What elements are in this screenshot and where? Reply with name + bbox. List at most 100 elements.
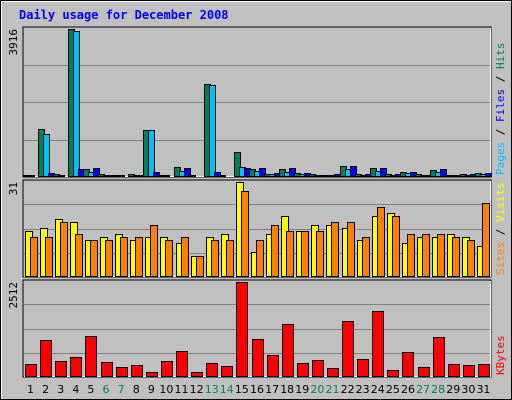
legend-kbytes: KBytes (494, 335, 507, 375)
bar-sites-day-14 (226, 240, 234, 277)
bar-kbytes-day-4 (70, 357, 82, 377)
legend-separator: / (494, 122, 507, 142)
x-tick-label-day-30: 30 (461, 383, 475, 396)
x-tick-label-day-11: 11 (175, 383, 189, 396)
bar-pages-day-9 (153, 172, 160, 177)
legend-label-files: Files (494, 89, 507, 122)
bar-kbytes-day-26 (402, 352, 414, 377)
bar-pages-day-24 (380, 168, 387, 177)
x-tick-label-day-31: 31 (476, 383, 490, 396)
bar-kbytes-day-7 (116, 367, 128, 377)
bar-files-day-7 (118, 175, 125, 177)
x-tick-label-day-13: 13 (205, 383, 219, 396)
bar-kbytes-day-17 (267, 355, 279, 377)
panel-kbytes: 2512 KBytes (7, 279, 507, 378)
x-tick-label-day-14: 14 (220, 383, 234, 396)
bar-files-day-4 (73, 31, 80, 177)
x-tick-label-day-26: 26 (401, 383, 415, 396)
x-tick-label-day-27: 27 (416, 383, 430, 396)
bar-sites-day-18 (286, 231, 294, 277)
legend-label-kbytes: KBytes (494, 335, 507, 375)
bar-sites-day-1 (30, 237, 38, 277)
panel-hits-files-pages: 3916 Pages / Files / Hits (7, 26, 507, 178)
bar-kbytes-day-2 (40, 340, 52, 377)
legend-visits-sites: Sites / Visits (494, 182, 507, 275)
bar-kbytes-day-28 (433, 337, 445, 377)
x-tick-label-day-5: 5 (87, 383, 94, 396)
bar-files-day-9 (148, 130, 155, 177)
x-tick-label-day-19: 19 (295, 383, 309, 396)
bar-kbytes-day-13 (206, 363, 218, 377)
bar-kbytes-day-22 (342, 321, 354, 377)
x-tick-label-day-10: 10 (159, 383, 173, 396)
x-axis-labels: 1 2 3 4 5 6 7 8 9 10 11 12 13 14 15 16 17 18 19 20 21 22 23 24 2… (27, 383, 490, 396)
bar-kbytes-day-29 (448, 364, 460, 377)
bar-kbytes-day-9 (146, 372, 158, 377)
bar-kbytes-day-25 (387, 370, 399, 377)
bar-kbytes-day-30 (463, 365, 475, 377)
bar-pages-day-16 (259, 168, 266, 177)
bar-hits-day-15 (234, 152, 241, 177)
x-tick-label-day-3: 3 (57, 383, 64, 396)
x-tick-label-day-21: 21 (325, 383, 339, 396)
bar-sites-day-31 (482, 203, 490, 277)
bar-kbytes-day-20 (312, 360, 324, 377)
bar-pages-day-22 (350, 166, 357, 177)
bar-kbytes-day-16 (252, 339, 264, 377)
legend-label-pages: Pages (494, 142, 507, 175)
bar-kbytes-day-5 (85, 336, 97, 377)
bar-sites-day-27 (422, 234, 430, 277)
bar-sites-day-25 (392, 216, 400, 277)
y-max-label: 3916 (7, 29, 20, 56)
chart-panels: 3916 Pages / Files / Hits 31 Sites / Visits… (7, 26, 507, 378)
bar-kbytes-day-19 (297, 363, 309, 377)
bar-sites-day-21 (331, 222, 339, 277)
bar-sites-day-24 (377, 207, 385, 277)
bar-sites-day-2 (45, 237, 53, 277)
x-tick-label-day-6: 6 (103, 383, 110, 396)
x-tick-label-day-8: 8 (133, 383, 140, 396)
bar-sites-day-11 (181, 237, 189, 277)
bar-sites-day-26 (407, 234, 415, 277)
x-tick-label-day-15: 15 (235, 383, 249, 396)
bar-sites-day-12 (196, 256, 204, 277)
bar-sites-day-8 (135, 237, 143, 277)
bar-kbytes-day-23 (357, 359, 369, 377)
bar-files-day-2 (43, 134, 50, 177)
bar-sites-day-16 (256, 240, 264, 277)
bar-sites-day-30 (467, 240, 475, 277)
bar-files-day-1 (28, 175, 35, 177)
bar-sites-day-13 (211, 240, 219, 277)
legend-label-sites: Sites (494, 242, 507, 275)
bar-pages-day-13 (214, 172, 221, 177)
bar-kbytes-day-3 (55, 361, 67, 377)
bar-files-day-3 (58, 175, 65, 177)
x-tick-label-day-20: 20 (310, 383, 324, 396)
bar-pages-day-18 (289, 168, 296, 177)
legend-hits-files-pages: Pages / Files / Hits (494, 43, 507, 176)
bar-kbytes-day-18 (282, 324, 294, 377)
legend-separator: / (494, 69, 507, 89)
bar-sites-day-10 (165, 240, 173, 277)
bar-sites-day-6 (105, 240, 113, 277)
bar-kbytes-day-27 (418, 367, 430, 377)
x-tick-label-day-7: 7 (118, 383, 125, 396)
bar-kbytes-day-10 (161, 361, 173, 377)
x-tick-label-day-24: 24 (371, 383, 385, 396)
bar-pages-day-5 (93, 168, 100, 177)
x-tick-label-day-2: 2 (42, 383, 49, 396)
legend-label-hits: Hits (494, 43, 507, 70)
bar-kbytes-day-8 (131, 365, 143, 377)
y-max-label: 31 (7, 182, 20, 195)
bar-sites-day-23 (362, 237, 370, 277)
bar-files-day-13 (209, 85, 216, 177)
bar-sites-day-4 (75, 234, 83, 277)
bar-sites-day-29 (452, 237, 460, 277)
chart-title: Daily usage for December 2008 (19, 8, 229, 22)
bar-sites-day-22 (347, 222, 355, 277)
bar-sites-day-7 (120, 237, 128, 277)
bar-kbytes-day-14 (221, 366, 233, 377)
bar-kbytes-day-11 (176, 351, 188, 377)
